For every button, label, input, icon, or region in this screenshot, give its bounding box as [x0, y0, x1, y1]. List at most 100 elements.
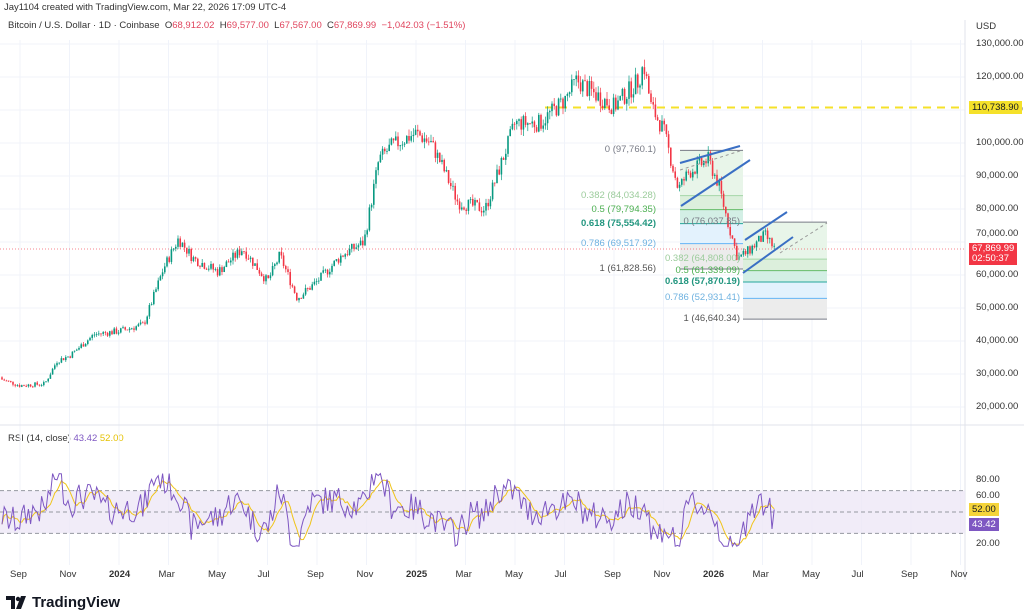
candle-body [82, 344, 85, 347]
bar-countdown: 02:50:37 [972, 253, 1009, 265]
fib-zone [680, 223, 743, 244]
candle-body [249, 257, 252, 259]
fib-level-label: 0.618 (57,870.19) [665, 277, 740, 287]
candle-body [139, 322, 142, 325]
tradingview-logo[interactable]: TradingView [6, 594, 120, 611]
candle-body [540, 114, 542, 129]
candle-body [205, 268, 208, 270]
candle-body [742, 251, 745, 255]
candle-body [584, 80, 586, 82]
fib-price: (46,640.34) [691, 313, 740, 325]
candle-body [27, 384, 30, 387]
fib-zone [743, 259, 827, 271]
candle-body [269, 275, 272, 279]
candle-body [49, 374, 52, 379]
candle-body [410, 136, 412, 141]
x-tick-label: Sep [901, 569, 918, 580]
candle-body [181, 242, 184, 247]
candle-body [309, 288, 311, 290]
candle-body [12, 381, 14, 385]
x-tick-label: Jul [257, 569, 270, 580]
candle-body [483, 210, 485, 213]
fib-ratio: 0.382 [664, 253, 692, 265]
candle-body [725, 206, 727, 214]
fib-level-label: 0.786 (69,517.92) [581, 238, 656, 249]
candle-body [760, 235, 762, 242]
candle-body [175, 246, 177, 249]
candle-body [443, 159, 445, 172]
x-tick-label: Mar [455, 569, 472, 580]
candle-body [738, 256, 740, 260]
candle-body [307, 288, 309, 289]
candle-body [188, 248, 190, 254]
candle-body [212, 263, 214, 270]
low-label: L [274, 20, 280, 31]
fib-ratio: 0.5 [591, 203, 608, 215]
candle-body [582, 80, 584, 92]
candle-body [351, 243, 353, 249]
fib-zone [743, 298, 827, 320]
candle-body [485, 202, 487, 211]
x-tick-label: Jul [554, 569, 567, 580]
candle-body [463, 207, 465, 210]
candle-body [771, 238, 773, 247]
candle-body [276, 262, 278, 265]
candle-body [758, 235, 760, 242]
candle-body [113, 328, 115, 335]
candle-body [311, 284, 313, 290]
rsi-tick-label: 20.00 [976, 538, 1000, 550]
candle-body [551, 103, 553, 112]
fib-price: (64,808.00) [691, 253, 740, 265]
candle-body [260, 273, 263, 277]
candle-body [716, 174, 718, 186]
candle-body [494, 182, 496, 184]
candle-body [362, 240, 364, 246]
fib-zone [680, 243, 743, 269]
candle-body [67, 356, 69, 358]
candle-body [337, 259, 340, 263]
candle-body [166, 257, 168, 267]
candle-body [674, 171, 676, 178]
candle-body [696, 160, 698, 174]
fib-zone [743, 270, 827, 283]
fib-ratio: 1 [599, 262, 608, 274]
candle-body [161, 272, 164, 277]
candle-body [399, 145, 401, 147]
candle-body [566, 94, 569, 96]
candle-body [632, 94, 635, 98]
candle-body [324, 269, 327, 271]
chart-credit: Jay1104 created with TradingView.com, Ma… [4, 2, 287, 13]
candle-body [472, 199, 474, 206]
candle-body [135, 326, 137, 330]
candle-body [364, 234, 366, 246]
candle-body [344, 254, 346, 257]
y-tick-label: 100,000.00 [976, 137, 1024, 148]
candle-body [421, 135, 423, 142]
candle-body [256, 263, 258, 270]
candle-body [313, 281, 316, 285]
candle-body [425, 138, 428, 142]
candle-body [476, 199, 478, 203]
candle-body [379, 154, 382, 163]
candle-body [586, 81, 588, 96]
rsi-label: RSI (14, close) [8, 433, 71, 444]
x-tick-label: 2026 [703, 569, 725, 580]
fib-price: (97,760.1) [612, 144, 656, 156]
candle-body [254, 263, 256, 266]
candle-body [104, 332, 107, 333]
candle-body [564, 95, 566, 109]
candle-body [623, 88, 626, 104]
candle-body [489, 199, 492, 207]
candle-body [43, 382, 45, 386]
candle-body [315, 281, 318, 283]
candle-body [168, 257, 170, 262]
candle-body [562, 98, 564, 109]
candle-body [78, 347, 80, 350]
candle-body [755, 241, 758, 248]
candle-body [445, 170, 448, 172]
candle-body [357, 245, 360, 248]
candle-body [100, 333, 102, 335]
candle-body [120, 328, 122, 333]
candle-body [630, 81, 632, 98]
